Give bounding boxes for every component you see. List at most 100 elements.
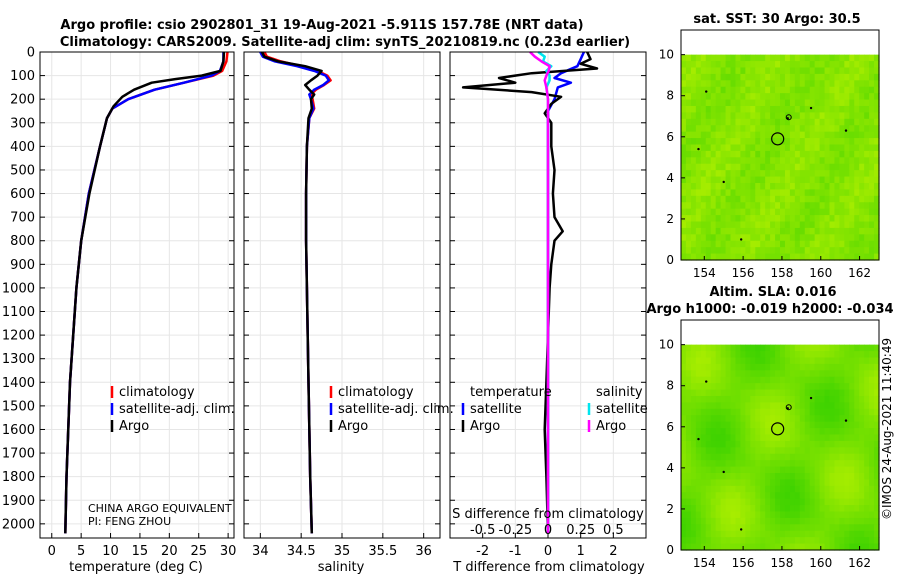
map-cell (710, 537, 717, 545)
map-cell (681, 131, 687, 139)
map-cell (799, 93, 806, 101)
map-cell (700, 195, 707, 203)
map-cell (681, 99, 687, 107)
map-cell (784, 112, 791, 120)
map-dot (697, 147, 700, 151)
y-tick-label: 2000 (2, 517, 35, 532)
map-cell (775, 395, 781, 403)
map-cell (705, 86, 712, 94)
salinity-panel: 34 34.5 35 35.5 36 (243, 51, 441, 559)
map-cell (839, 447, 845, 455)
map-cell (829, 415, 836, 423)
map-cell (690, 453, 697, 461)
map-cell (685, 234, 692, 242)
map-cell (755, 383, 761, 391)
map-cell (745, 131, 751, 139)
map-cell (770, 485, 776, 493)
map-cell (844, 505, 850, 513)
map-dot (739, 238, 743, 241)
map-marker-small (785, 404, 792, 411)
map-cell (685, 86, 692, 94)
map-cell (849, 253, 855, 261)
map-cell (740, 67, 746, 75)
map-cell (789, 447, 796, 455)
map-cell (765, 472, 771, 481)
map-cell (690, 131, 697, 139)
map-cell (681, 395, 687, 403)
map-cell (874, 182, 880, 191)
map-cell (745, 344, 751, 352)
map-cell (799, 240, 806, 248)
map-cell (789, 492, 796, 500)
map-cell (740, 492, 746, 500)
map-cell (690, 492, 697, 500)
map-cell (720, 453, 727, 461)
map-cell (784, 434, 791, 442)
map-cell (869, 208, 875, 216)
map-cell (720, 344, 727, 352)
map-cell (869, 182, 875, 191)
map-cell (804, 170, 811, 178)
map-cell (814, 524, 821, 532)
map-cell (745, 434, 751, 442)
map-cell (834, 150, 840, 158)
map-cell (735, 93, 741, 101)
map-cell (804, 530, 811, 538)
map-cell (705, 466, 712, 474)
map-cell (681, 176, 687, 184)
map-cell (859, 440, 865, 448)
map-cell (859, 511, 865, 519)
map-cell (770, 447, 776, 455)
map-cell (720, 505, 727, 513)
map-cell (760, 351, 766, 359)
map-cell (824, 253, 831, 261)
map-cell (784, 505, 791, 513)
map-cell (760, 176, 766, 184)
map-cell (874, 408, 880, 416)
map-cell (755, 421, 761, 429)
map-cell (755, 434, 761, 442)
map-cell (750, 453, 756, 461)
map-cell (804, 157, 811, 165)
map-cell (834, 453, 840, 461)
map-cell (710, 383, 717, 391)
map-cell (695, 93, 702, 101)
map-cell (775, 240, 781, 248)
map-cell (849, 195, 855, 203)
map-cell (780, 253, 786, 261)
map-cell (775, 182, 781, 191)
map-cell (824, 247, 831, 255)
map-cell (700, 383, 707, 391)
map-cell (681, 383, 687, 391)
map-cell (685, 453, 692, 461)
map-cell (750, 170, 756, 178)
legend-header-salinity: salinity (596, 385, 643, 400)
map-cell (829, 131, 836, 139)
map-cell (725, 492, 732, 500)
map-cell (789, 227, 796, 235)
map-cell (839, 530, 845, 538)
map-cell (849, 176, 855, 184)
x-tick-label: 34 (252, 544, 269, 559)
map-cell (819, 86, 826, 94)
map-cell (681, 466, 687, 474)
map-cell (799, 150, 806, 158)
map-cell (775, 524, 781, 532)
map-cell (690, 537, 697, 545)
map-cell (819, 389, 826, 397)
map-cell (775, 357, 781, 365)
map-cell (745, 415, 751, 423)
map-cell (829, 351, 836, 359)
map-cell (859, 118, 865, 126)
map-cell (750, 492, 756, 500)
map-cell (869, 421, 875, 429)
map-cell (854, 524, 860, 532)
s-tick-label: 0 (544, 523, 552, 538)
map-cell (799, 253, 806, 261)
map-cell (814, 93, 821, 101)
map-cell (780, 524, 786, 532)
map-cell (770, 376, 776, 384)
map-cell (760, 453, 766, 461)
legend-label-climatology: climatology (338, 385, 414, 400)
map-cell (735, 344, 741, 352)
